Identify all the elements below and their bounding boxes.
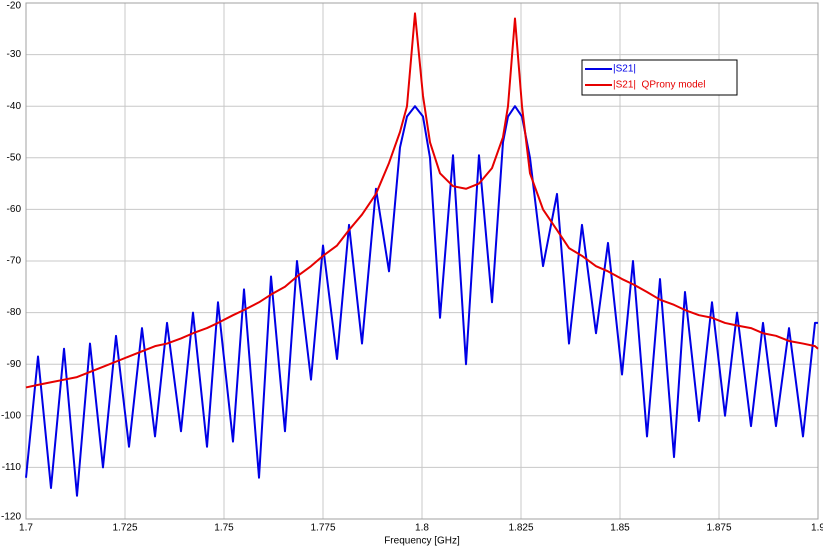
x-tick-label: 1.825 [508,523,533,534]
y-tick-label: -70 [7,256,22,267]
x-tick-label: 1.85 [610,523,630,534]
legend-label: |S21| QProny model [613,80,705,91]
x-tick-label: 1.7 [19,523,33,534]
x-tick-label: 1.9 [811,523,823,534]
plot-frame [25,2,819,520]
y-tick-label: -80 [7,307,22,318]
y-tick-label: -100 [1,410,21,421]
legend-label: |S21| [613,64,636,75]
x-tick-label: 1.725 [112,523,137,534]
x-axis-label: Frequency [GHz] [384,536,460,547]
series-line [25,105,818,497]
y-tick-label: -90 [7,359,22,370]
y-tick-label: -110 [2,462,22,473]
legend-box [581,59,738,96]
y-tick-label: -50 [7,152,22,163]
x-tick-label: 1.8 [415,523,429,534]
y-tick-label: -30 [7,49,22,60]
y-tick-label: -120 [1,512,21,523]
x-tick-label: 1.75 [214,523,234,534]
y-tick-label: -40 [7,101,22,112]
y-tick-label: -20 [7,1,22,12]
series-line [25,12,819,389]
legend: |S21| |S21| QProny model [581,59,738,96]
x-tick-label: 1.875 [706,523,731,534]
y-tick-label: -60 [7,204,22,215]
x-tick-label: 1.775 [310,523,335,534]
